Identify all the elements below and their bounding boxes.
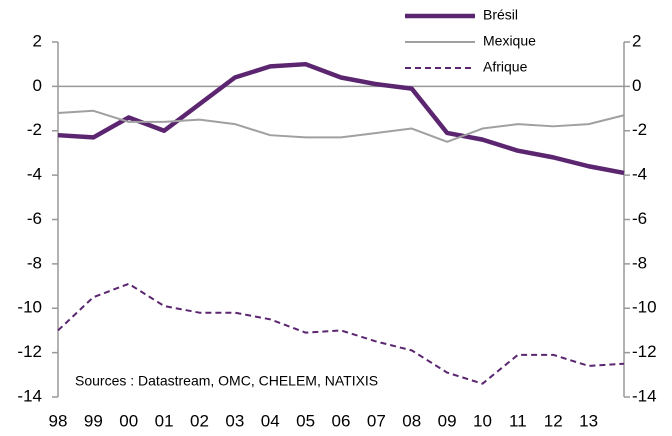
y2-tick-label: -2 — [632, 120, 647, 139]
x-tick-label: 04 — [261, 411, 280, 430]
y-tick-label: 0 — [33, 76, 42, 95]
y-tick-label: -4 — [27, 165, 42, 184]
y-tick-label: -6 — [27, 209, 42, 228]
x-tick-label: 99 — [84, 411, 103, 430]
series-line — [57, 61, 625, 176]
y2-tick-label: -12 — [632, 342, 657, 361]
series-line — [57, 109, 625, 143]
x-tick-label: 11 — [509, 411, 527, 430]
x-tick-label: 07 — [367, 411, 386, 430]
source-note: Sources : Datastream, OMC, CHELEM, NATIX… — [75, 373, 378, 389]
y2-tick-label: 0 — [632, 76, 641, 95]
y2-tick-label: -8 — [632, 253, 647, 272]
y-tick-label: -2 — [27, 120, 42, 139]
y2-tick-label: -10 — [632, 298, 657, 317]
x-tick-label: 06 — [332, 411, 351, 430]
x-tick-label: 13 — [579, 411, 598, 430]
x-tick-label: 12 — [544, 411, 563, 430]
x-tick-label: 10 — [473, 411, 492, 430]
legend-label: Afrique — [483, 59, 528, 75]
legend-label: Brésil — [483, 7, 518, 23]
y-tick-label: -10 — [17, 298, 42, 317]
x-tick-label: 98 — [49, 411, 68, 430]
legend-label: Mexique — [483, 33, 536, 49]
y2-tick-label: -14 — [632, 386, 657, 405]
x-tick-label: 00 — [119, 411, 138, 430]
y2-tick-label: -6 — [632, 209, 647, 228]
x-tick-label: 02 — [190, 411, 209, 430]
x-tick-label: 09 — [438, 411, 457, 430]
series-line — [57, 282, 625, 385]
x-tick-label: 03 — [225, 411, 244, 430]
y-tick-label: -14 — [17, 386, 42, 405]
x-tick-label: 05 — [296, 411, 315, 430]
y2-tick-label: -4 — [632, 165, 647, 184]
y-tick-label: -8 — [27, 253, 42, 272]
x-tick-label: 08 — [402, 411, 421, 430]
y2-tick-label: 2 — [632, 31, 641, 50]
y-tick-label: -12 — [17, 342, 42, 361]
x-tick-label: 01 — [155, 411, 174, 430]
y-tick-label: 2 — [33, 31, 42, 50]
